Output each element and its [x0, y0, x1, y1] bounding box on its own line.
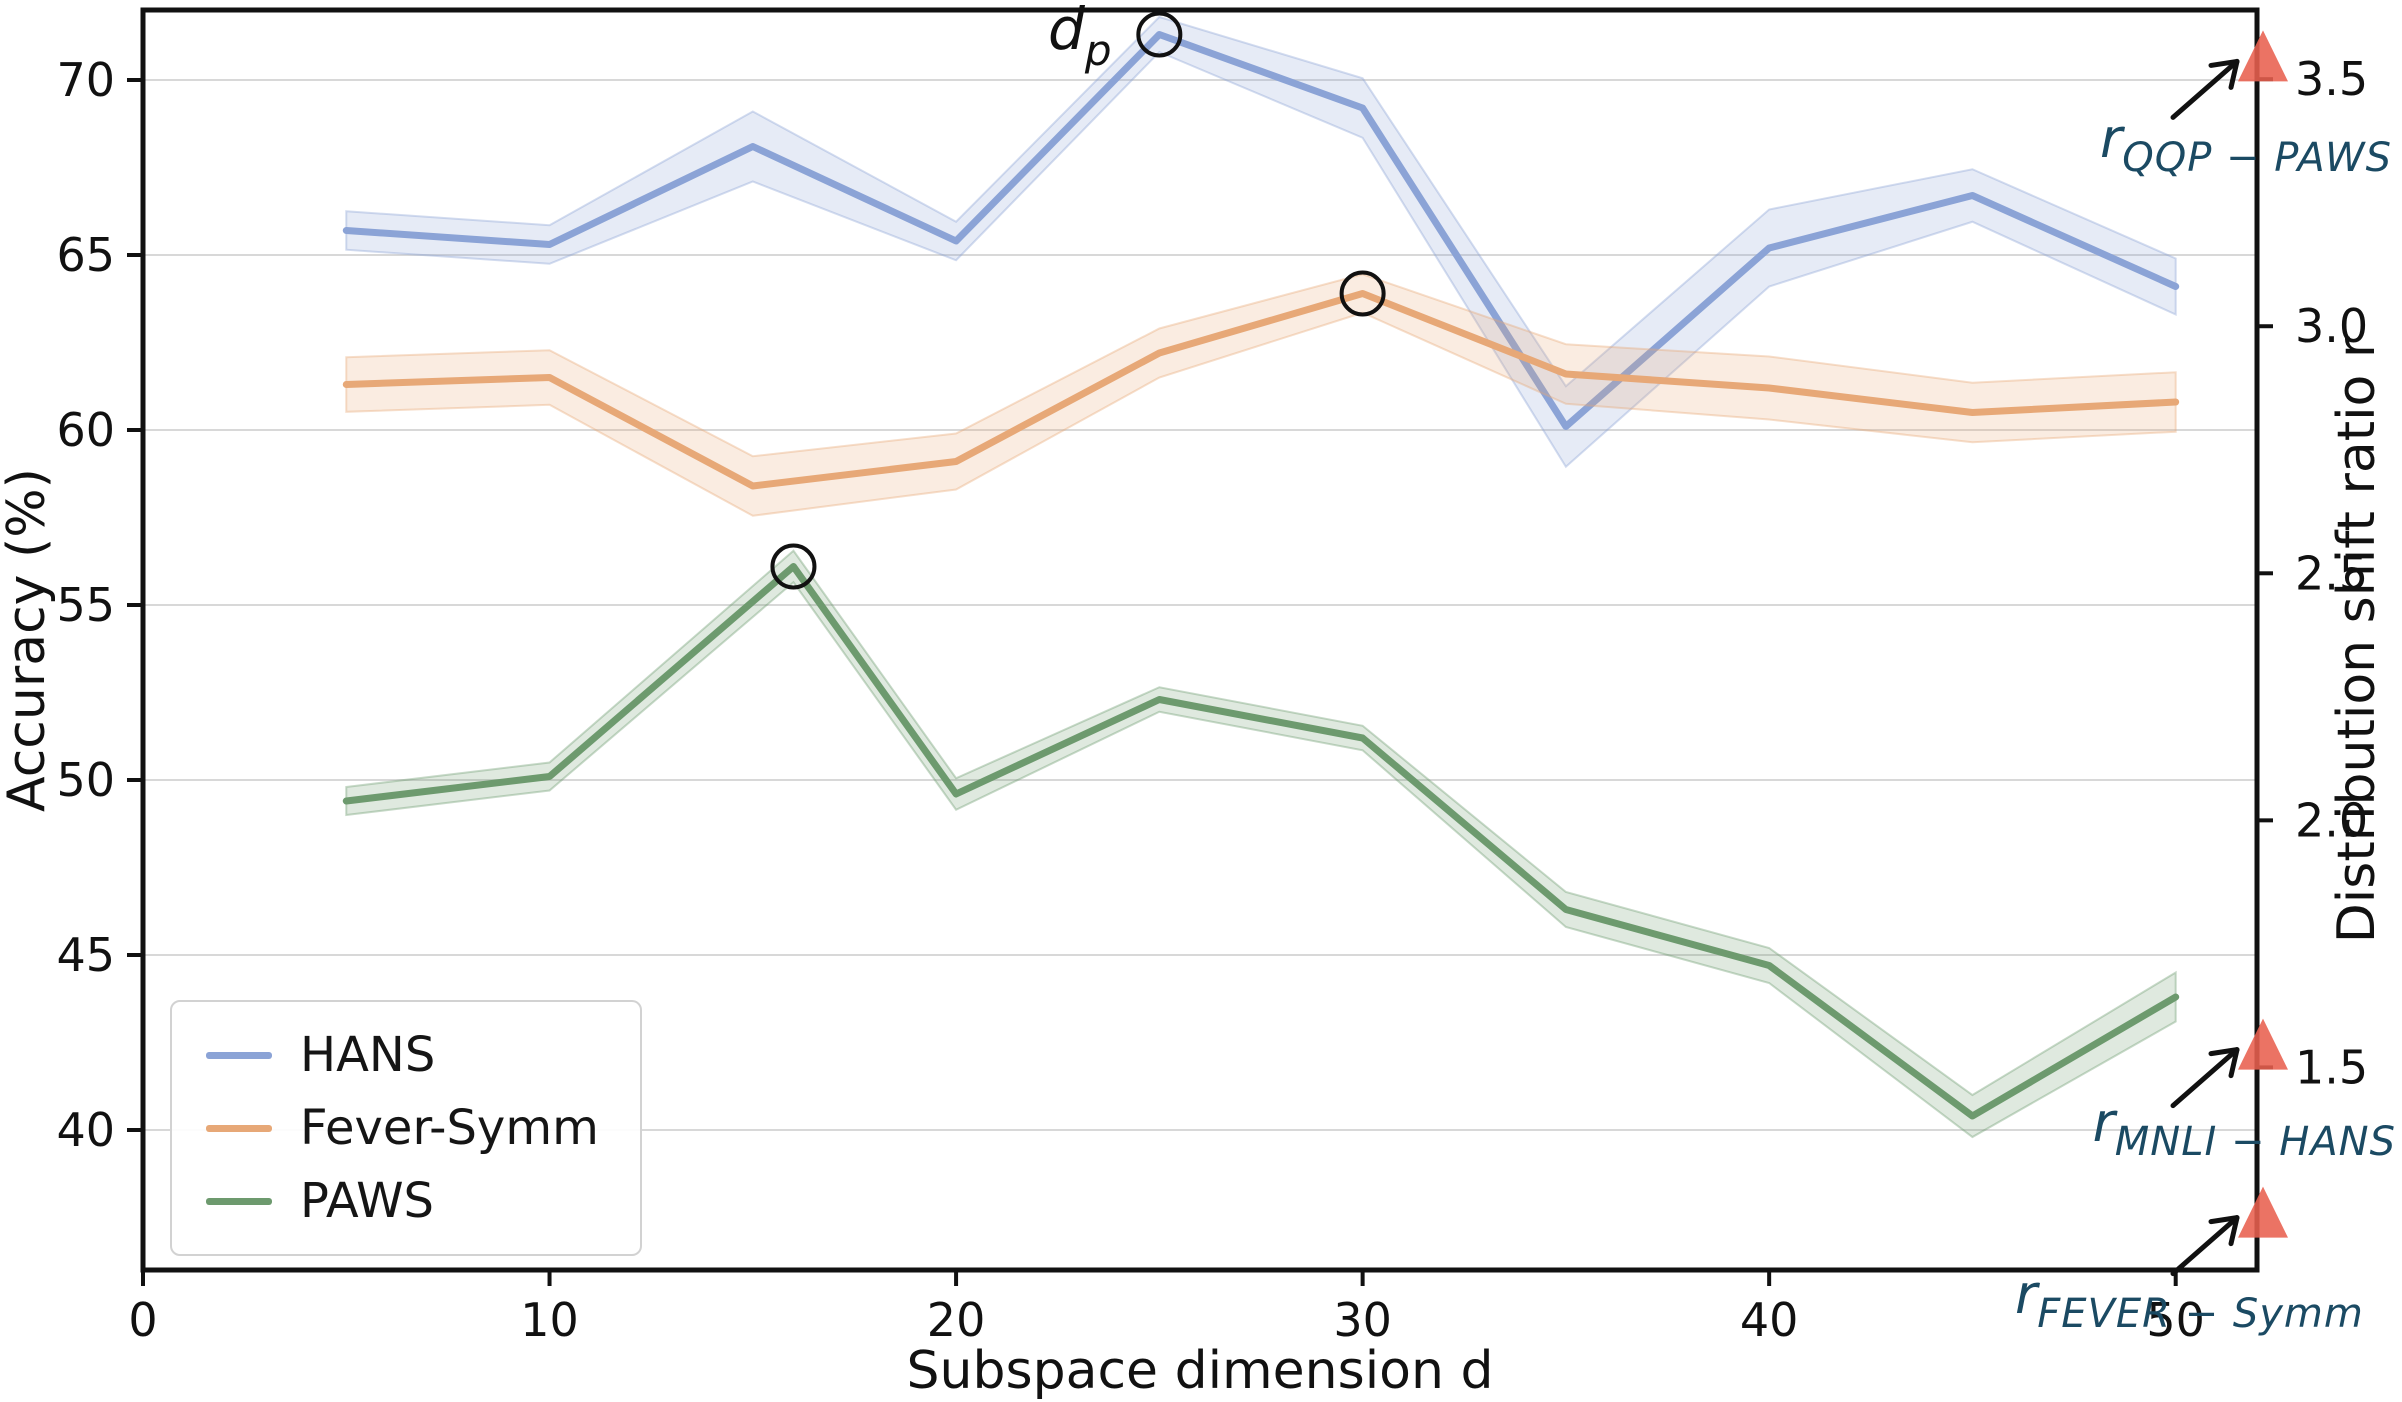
- series-line-paws: [342, 563, 2180, 1120]
- confidence-band-paws: [345, 549, 2177, 1139]
- series-line-hans: [342, 31, 2180, 430]
- annotation-dp-main: d: [1048, 0, 1085, 63]
- axes-spines: [140, 7, 2260, 1273]
- annotation-r-fever-symm-main: r: [2015, 1263, 2038, 1326]
- legend-item-fever-symm: Fever-Symm: [172, 1100, 640, 1156]
- y-left-tick-label-40: 40: [56, 1103, 115, 1157]
- y-left-tick-label-55: 55: [56, 578, 115, 632]
- annotation-arrow-shaft-0: [2170, 58, 2240, 120]
- confidence-band-fever-symm: [345, 273, 2177, 517]
- annotation-r-mnli-hans: rMNLI − HANS: [2093, 1096, 2396, 1163]
- x-axis-title: Subspace dimension d: [907, 1341, 1494, 1401]
- legend: HANS Fever-Symm PAWS: [170, 1000, 642, 1256]
- annotation-arrow-head-2: [2208, 1215, 2240, 1247]
- y-right-tick-label-1.5: 1.5: [2295, 1040, 2368, 1094]
- y-left-tick-label-45: 45: [56, 928, 115, 982]
- legend-swatch-paws: [206, 1197, 272, 1205]
- annotation-r-qqp-paws: rQQP − PAWS: [2100, 112, 2392, 179]
- circle-marker-paws: [770, 543, 817, 590]
- y-left-tick-label-50: 50: [56, 753, 115, 807]
- annotation-r-fever-symm-sub: FEVER − Symm: [2037, 1291, 2364, 1337]
- circle-marker-fever-symm: [1339, 270, 1386, 317]
- y-left-tick-label-65: 65: [56, 228, 115, 282]
- annotation-arrow-shaft-2: [2170, 1215, 2240, 1277]
- right-axis-triangle-marker-2: [2238, 1186, 2288, 1238]
- right-axis-triangle-marker-1: [2238, 1018, 2288, 1070]
- y-right-tick-label-2.5: 2.5: [2295, 546, 2368, 600]
- series-line-fever-symm: [342, 290, 2180, 490]
- y-axis-title-left: Accuracy (%): [0, 468, 57, 812]
- legend-swatch-fever-symm: [206, 1124, 272, 1132]
- legend-swatch-hans: [206, 1051, 272, 1059]
- x-tick-label-30: 30: [1333, 1293, 1392, 1347]
- annotation-arrow-head-0: [2208, 58, 2240, 90]
- annotation-r-qqp-paws-main: r: [2100, 107, 2123, 170]
- y-right-tick-label-3.5: 3.5: [2295, 52, 2368, 106]
- annotation-arrow-shaft-1: [2170, 1047, 2240, 1109]
- annotation-r-mnli-hans-main: r: [2092, 1091, 2115, 1154]
- annotation-arrow-head-1: [2208, 1047, 2240, 1079]
- y-right-tick-label-2.0: 2.0: [2295, 793, 2368, 847]
- annotation-r-fever-symm: rFEVER − Symm: [2015, 1268, 2364, 1335]
- x-tick-label-40: 40: [1740, 1293, 1799, 1347]
- x-tick-label-10: 10: [520, 1293, 579, 1347]
- legend-item-paws: PAWS: [172, 1173, 640, 1229]
- annotation-r-qqp-paws-sub: QQP − PAWS: [2122, 135, 2392, 181]
- annotation-r-mnli-hans-sub: MNLI − HANS: [2114, 1119, 2396, 1165]
- legend-label-fever-symm: Fever-Symm: [300, 1100, 599, 1156]
- y-left-tick-label-60: 60: [56, 403, 115, 457]
- annotation-dp: dp: [1048, 0, 1113, 72]
- y-left-tick-label-70: 70: [56, 53, 115, 107]
- y-right-tick-label-3.0: 3.0: [2295, 299, 2368, 353]
- right-axis-triangle-marker-0: [2238, 30, 2288, 82]
- confidence-band-hans: [345, 15, 2177, 469]
- circle-marker-hans: [1136, 11, 1183, 58]
- annotation-dp-sub: p: [1084, 26, 1113, 75]
- x-tick-label-50: 50: [2146, 1293, 2205, 1347]
- x-tick-label-20: 20: [927, 1293, 986, 1347]
- legend-label-hans: HANS: [300, 1027, 436, 1083]
- legend-item-hans: HANS: [172, 1027, 640, 1083]
- y-axis-title-right: Distribution shift ratio r: [2327, 336, 2387, 943]
- legend-label-paws: PAWS: [300, 1173, 435, 1229]
- x-tick-label-0: 0: [128, 1293, 157, 1347]
